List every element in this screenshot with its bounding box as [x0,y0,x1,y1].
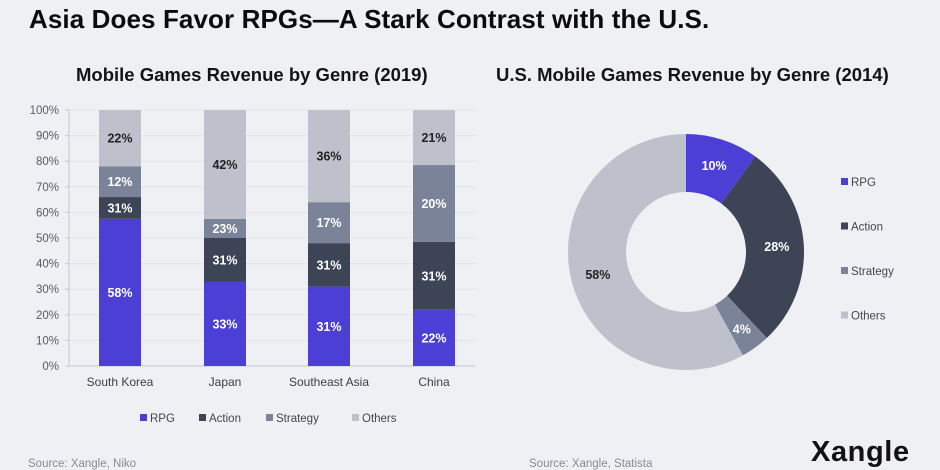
bar-segment-action [99,197,141,219]
y-tick-label: 50% [36,233,59,245]
x-tick-label: Southeast Asia [289,375,369,389]
bar-segment-strategy [204,218,246,238]
legend-swatch-others [841,311,848,319]
bar-data-label: 31% [421,269,446,283]
legend-label: Strategy [276,413,319,425]
y-tick-label: 10% [36,335,59,347]
bar-chart-title: Mobile Games Revenue by Genre (2019) [76,64,428,85]
y-tick-label: 20% [36,310,59,322]
donut-slice-others [567,134,743,370]
bar-chart-source: Source: Xangle, Niko [28,458,137,470]
donut-slice-action [721,156,804,339]
bar-segment-rpg [204,281,246,366]
y-tick-label: 70% [36,182,59,194]
legend-label: RPG [851,177,876,189]
bar-data-label: 23% [212,222,237,236]
legend-label: Action [851,222,883,234]
legend-swatch-rpg [140,414,147,421]
bar-data-label: 33% [212,317,237,331]
y-tick-label: 0% [42,361,59,373]
donut-slice-strategy [714,295,767,356]
legend-label: Others [851,311,886,323]
bar-segment-strategy [99,166,141,198]
bar-segment-others [99,110,141,167]
legend-label: Others [362,413,397,425]
bar-segment-action [204,238,246,282]
bar-segment-others [308,110,350,203]
bar-data-label: 31% [316,320,341,334]
bar-segment-rpg [413,309,455,366]
bar-segment-rpg [308,286,350,366]
bar-data-label: 22% [421,331,446,345]
donut-data-label: 58% [585,268,610,282]
legend-swatch-action [199,414,206,421]
legend-label: Action [209,413,241,425]
y-tick-label: 60% [36,207,59,219]
xangle-logo: Xangle [811,436,910,468]
donut-data-label: 10% [702,159,727,173]
main-title: Asia Does Favor RPGs—A Stark Contrast wi… [29,4,710,34]
y-tick-label: 90% [36,131,59,143]
donut-chart-title: U.S. Mobile Games Revenue by Genre (2014… [496,64,889,85]
bar-data-label: 20% [421,197,446,211]
bar-segment-others [413,110,455,166]
bar-data-label: 58% [107,286,132,300]
bar-data-label: 36% [316,150,341,164]
legend-label: Strategy [851,266,894,278]
y-tick-label: 40% [36,259,59,271]
donut-data-label: 28% [764,240,789,254]
bar-data-label: 22% [107,132,132,146]
donut-data-label: 4% [733,322,751,336]
bar-data-label: 31% [107,201,132,215]
bar-segment-others [204,110,246,219]
y-tick-label: 30% [36,284,59,296]
legend-label: RPG [150,413,175,425]
bar-data-label: 17% [316,216,341,230]
x-tick-label: Japan [209,375,242,389]
legend-swatch-strategy [266,414,273,421]
y-tick-label: 100% [30,105,59,117]
x-tick-label: South Korea [87,375,154,389]
bar-segment-strategy [413,165,455,242]
bar-data-label: 31% [316,258,341,272]
donut-slice-rpg [686,134,756,204]
bar-data-label: 12% [107,175,132,189]
legend-swatch-action [841,222,848,230]
x-tick-label: China [418,375,450,389]
bar-data-label: 42% [212,158,237,172]
bar-segment-strategy [308,202,350,244]
bar-segment-action [413,241,455,310]
y-tick-label: 80% [36,156,59,168]
legend-swatch-others [352,414,359,421]
legend-swatch-rpg [841,178,848,185]
bar-data-label: 21% [421,131,446,145]
bar-segment-action [308,243,350,287]
bar-segment-rpg [99,218,141,366]
donut-chart-source: Source: Xangle, Statista [529,458,653,470]
legend-swatch-strategy [841,267,848,274]
bar-data-label: 31% [212,253,237,267]
